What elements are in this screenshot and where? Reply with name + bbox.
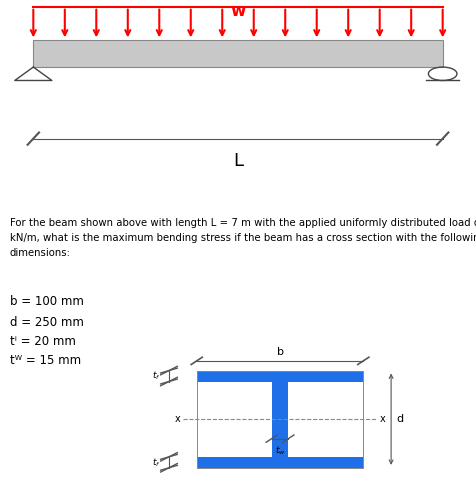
Text: tⁱ = 20 mm: tⁱ = 20 mm xyxy=(10,335,75,348)
Text: For the beam shown above with length L = 7 m with the applied uniformly distribu: For the beam shown above with length L =… xyxy=(10,218,476,258)
Text: w: w xyxy=(230,2,246,20)
Text: $t_w$: $t_w$ xyxy=(275,445,286,457)
Bar xyxy=(197,370,363,382)
Bar xyxy=(33,40,443,67)
Text: d = 250 mm: d = 250 mm xyxy=(10,316,83,329)
Text: x: x xyxy=(174,414,180,424)
Text: x: x xyxy=(380,414,386,424)
Text: b: b xyxy=(277,347,284,357)
Text: L: L xyxy=(233,152,243,170)
Text: $t_f$: $t_f$ xyxy=(152,370,161,382)
Text: d: d xyxy=(397,414,404,424)
Bar xyxy=(197,457,363,468)
Text: b = 100 mm: b = 100 mm xyxy=(10,295,83,309)
Bar xyxy=(272,382,288,457)
Text: $t_f$: $t_f$ xyxy=(152,456,161,469)
Text: tᵂ = 15 mm: tᵂ = 15 mm xyxy=(10,354,80,367)
